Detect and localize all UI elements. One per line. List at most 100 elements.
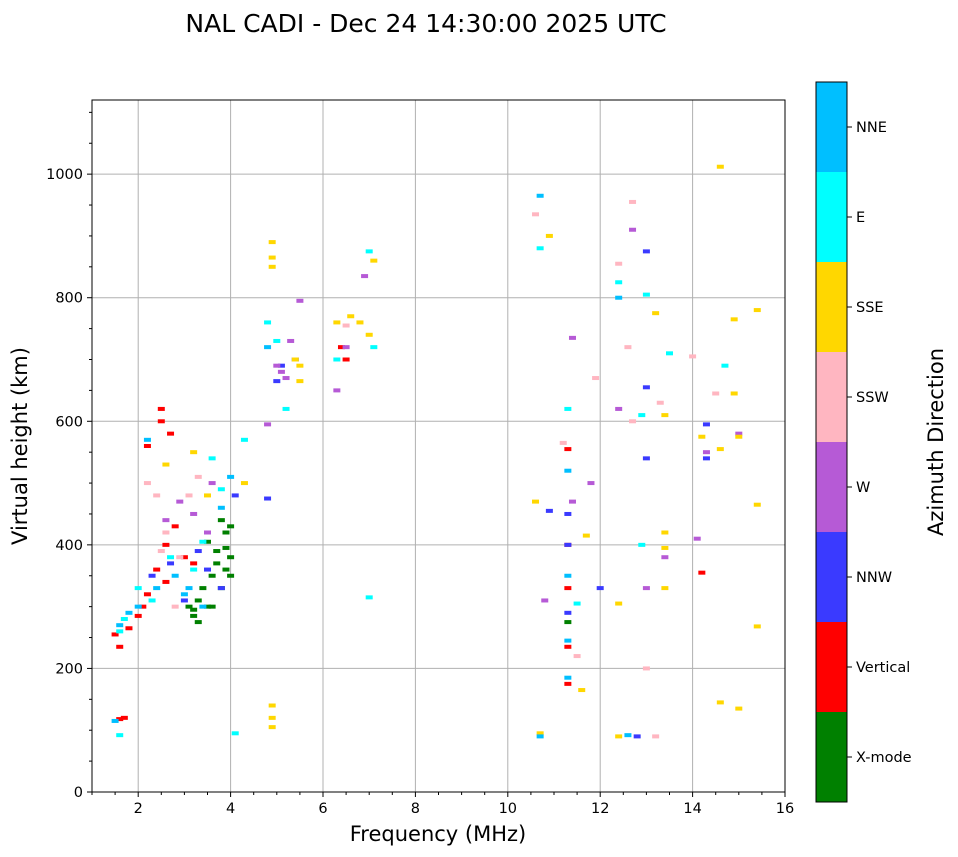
- data-point: [702, 450, 710, 455]
- data-point: [116, 623, 124, 628]
- data-point: [231, 731, 239, 736]
- data-point: [204, 539, 211, 544]
- data-point: [222, 567, 230, 572]
- data-point: [143, 592, 151, 597]
- data-point: [208, 604, 216, 609]
- data-point: [180, 592, 188, 597]
- colorbar-tick-label: Vertical: [856, 660, 910, 676]
- data-point: [208, 481, 216, 486]
- colorbar: X-mode Vertical NNW W SSW SSE E NNE: [816, 82, 912, 802]
- data-point: [157, 406, 165, 411]
- data-point: [199, 586, 207, 591]
- data-point: [342, 345, 350, 350]
- data-point: [730, 317, 738, 322]
- data-point: [638, 413, 646, 418]
- data-point: [217, 505, 225, 510]
- data-point: [342, 357, 350, 362]
- x-tick-label: 6: [318, 801, 327, 817]
- data-point: [264, 496, 272, 501]
- data-point: [171, 524, 179, 529]
- data-point: [273, 363, 281, 368]
- data-point: [661, 545, 669, 550]
- data-point: [171, 573, 179, 578]
- data-point: [134, 604, 142, 609]
- data-point: [185, 493, 193, 498]
- data-point: [545, 508, 553, 513]
- data-point: [296, 363, 304, 368]
- data-point: [536, 734, 544, 739]
- x-tick-label: 4: [226, 801, 235, 817]
- data-point: [282, 376, 290, 381]
- data-point: [559, 440, 567, 445]
- colorbar-tick-label: NNE: [856, 120, 887, 136]
- data-point: [162, 579, 170, 584]
- data-point: [157, 419, 165, 424]
- data-point: [656, 400, 664, 405]
- data-point: [208, 456, 216, 461]
- data-point: [666, 351, 673, 356]
- series-e: [116, 246, 729, 738]
- data-point: [365, 332, 373, 337]
- data-point: [564, 620, 572, 625]
- data-point: [273, 379, 281, 384]
- data-point: [125, 626, 133, 631]
- data-point: [661, 586, 669, 591]
- data-point: [194, 474, 202, 479]
- data-point: [291, 357, 299, 362]
- data-point: [712, 391, 720, 396]
- data-point: [139, 604, 147, 609]
- data-point: [652, 311, 660, 316]
- data-point: [361, 274, 369, 279]
- data-point: [213, 561, 221, 566]
- colorbar-segment: [816, 82, 847, 172]
- series-nnw: [148, 249, 710, 739]
- data-point: [171, 604, 179, 609]
- data-point: [190, 567, 198, 572]
- data-point: [268, 255, 276, 260]
- data-point: [167, 561, 175, 566]
- data-point: [716, 164, 724, 169]
- data-point: [615, 601, 623, 606]
- data-point: [652, 734, 660, 739]
- data-point: [730, 391, 738, 396]
- y-axis-label: Virtual height (km): [8, 347, 32, 545]
- data-point: [268, 715, 276, 720]
- data-point: [217, 487, 225, 492]
- data-point: [578, 688, 586, 693]
- data-point: [264, 320, 272, 325]
- data-point: [370, 345, 378, 350]
- data-point: [564, 681, 572, 686]
- data-point: [162, 542, 170, 547]
- data-point: [277, 369, 285, 374]
- data-point: [111, 718, 119, 723]
- data-point: [240, 481, 248, 486]
- data-point: [143, 481, 151, 486]
- y-tick-label: 200: [55, 661, 83, 677]
- y-tick-label: 0: [74, 785, 83, 801]
- data-point: [190, 561, 198, 566]
- data-point: [176, 555, 184, 560]
- data-point: [162, 518, 170, 523]
- data-point: [148, 573, 156, 578]
- series-x-mode: [185, 518, 572, 625]
- colorbar-tick-label: SSW: [856, 390, 889, 406]
- data-point: [204, 567, 211, 572]
- data-point: [564, 675, 572, 680]
- data-point: [333, 357, 341, 362]
- data-point: [222, 545, 230, 550]
- data-point: [231, 493, 239, 498]
- data-point: [157, 549, 165, 554]
- data-point: [282, 406, 290, 411]
- series-ssw: [143, 199, 720, 739]
- data-point: [564, 610, 572, 615]
- data-point: [217, 586, 225, 591]
- data-point: [735, 706, 743, 711]
- plot-frame: [91, 99, 786, 793]
- data-point: [296, 298, 304, 303]
- data-point: [204, 530, 211, 535]
- data-point: [287, 338, 295, 343]
- data-point: [716, 447, 724, 452]
- data-point: [296, 379, 304, 384]
- data-point: [277, 363, 285, 368]
- colorbar-segment: [816, 442, 847, 532]
